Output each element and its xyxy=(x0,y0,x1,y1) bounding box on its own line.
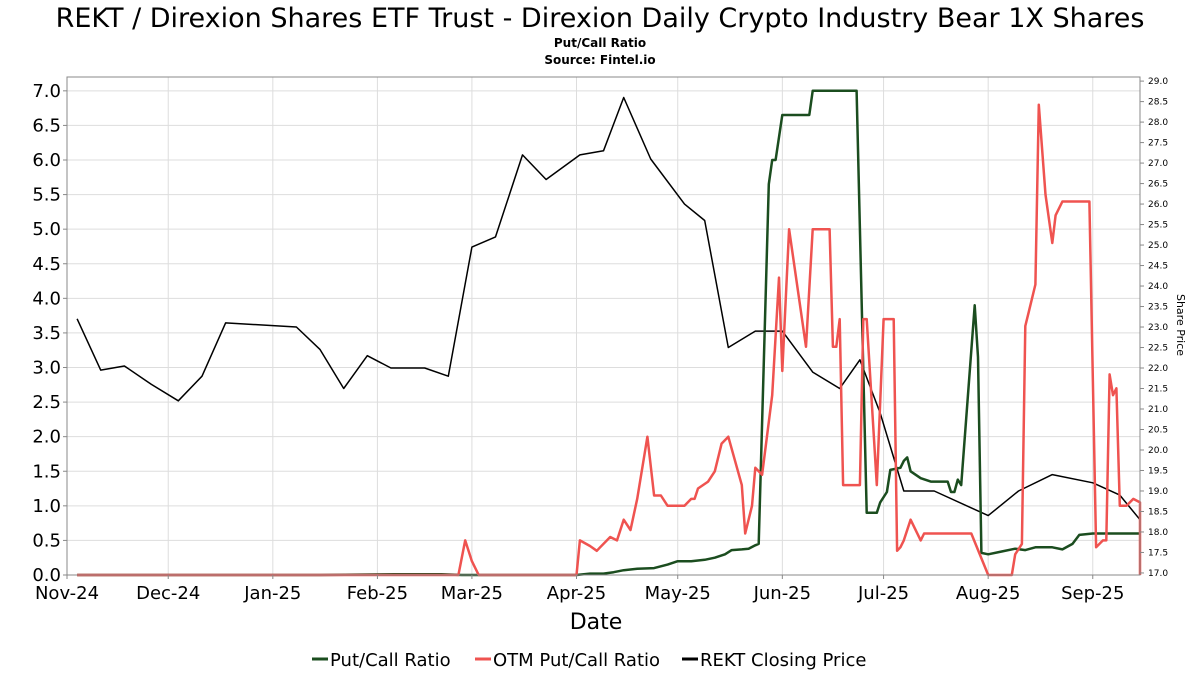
grid-lines xyxy=(66,77,1140,576)
y-tick-label-right: 22.0 xyxy=(1148,364,1168,374)
x-tick-label: Feb-25 xyxy=(347,583,408,604)
y-tick-label-right: 28.5 xyxy=(1148,98,1168,108)
x-tick-label: Dec-24 xyxy=(136,583,200,604)
series-line-rekt-closing-price xyxy=(76,96,1141,555)
y-tick-label-right: 29.0 xyxy=(1148,77,1168,87)
y-tick-label-right: 24.5 xyxy=(1148,262,1168,272)
y-tick-label-right: 17.0 xyxy=(1148,569,1168,579)
y-tick-label-right: 20.5 xyxy=(1148,425,1168,435)
x-tick-label: Nov-24 xyxy=(35,583,99,604)
y-tick-label-right: 26.0 xyxy=(1148,200,1168,210)
y-tick-label-left: 5.5 xyxy=(32,185,61,206)
y-tick-label-right: 23.5 xyxy=(1148,303,1168,313)
legend: Put/Call Ratio OTM Put/Call Ratio REKT Clo… xyxy=(312,650,866,671)
y-tick-label-left: 0.0 xyxy=(32,565,61,586)
y-tick-label-right: 25.5 xyxy=(1148,221,1168,231)
plot-frame xyxy=(66,76,1141,576)
y-tick-label-left: 5.0 xyxy=(32,219,61,240)
y-tick-label-left: 4.5 xyxy=(32,254,61,275)
x-axis-title: Date xyxy=(570,610,623,635)
y-tick-label-right: 18.0 xyxy=(1148,528,1168,538)
x-tick-label: Jul-25 xyxy=(857,583,909,604)
y-tick-label-right: 19.0 xyxy=(1148,487,1168,497)
chart-title: REKT / Direxion Shares ETF Trust - Direx… xyxy=(56,3,1145,34)
y-tick-label-right: 23.0 xyxy=(1148,323,1168,333)
y-tick-label-right: 25.0 xyxy=(1148,241,1168,251)
y-tick-label-left: 2.0 xyxy=(32,427,61,448)
y-tick-label-right: 19.5 xyxy=(1148,466,1168,476)
y-tick-label-right: 22.5 xyxy=(1148,344,1168,354)
y-tick-label-right: 17.5 xyxy=(1148,548,1168,558)
chart-subtitle: Put/Call Ratio xyxy=(554,36,646,50)
y-tick-label-left: 6.0 xyxy=(32,150,61,171)
y-tick-label-left: 4.0 xyxy=(32,288,61,309)
series-line-put-call-ratio xyxy=(77,89,1140,577)
legend-label: Put/Call Ratio xyxy=(330,650,451,671)
legend-label: REKT Closing Price xyxy=(700,650,866,671)
x-tick-label: Jan-25 xyxy=(243,583,301,604)
y-tick-label-left: 1.5 xyxy=(32,461,61,482)
left-y-axis: 0.0 0.5 1.0 1.5 2.0 2.5 3.0 3.5 4.0 4.5 5.0 5.5 6.0 6… xyxy=(32,81,67,586)
y-tick-label-right: 20.0 xyxy=(1148,446,1168,456)
y-tick-label-right: 18.5 xyxy=(1148,507,1168,517)
y-tick-label-right: 24.0 xyxy=(1148,282,1168,292)
y-tick-label-left: 0.5 xyxy=(32,530,61,551)
x-tick-label: Mar-25 xyxy=(441,583,503,604)
series-lines xyxy=(76,89,1142,577)
x-tick-label: Apr-25 xyxy=(547,583,606,604)
y-tick-label-left: 3.0 xyxy=(32,358,61,379)
y-tick-label-left: 3.5 xyxy=(32,323,61,344)
x-tick-label: Aug-25 xyxy=(956,583,1021,604)
right-y-axis: 17.0 17.5 18.0 18.5 19.0 19.5 20.0 20.5 21.0 21.5… xyxy=(1140,77,1168,579)
y-tick-label-right: 27.5 xyxy=(1148,139,1168,149)
y-tick-label-left: 2.5 xyxy=(32,392,61,413)
y-tick-label-left: 1.0 xyxy=(32,496,61,517)
y-tick-label-left: 6.5 xyxy=(32,115,61,136)
y-tick-label-right: 26.5 xyxy=(1148,180,1168,190)
series-line-otm-put-call-ratio xyxy=(77,103,1142,577)
y-tick-label-right: 21.0 xyxy=(1148,405,1168,415)
y-tick-label-right: 27.0 xyxy=(1148,159,1168,169)
y-tick-label-right: 28.0 xyxy=(1148,118,1168,128)
chart-source: Source: Fintel.io xyxy=(544,53,655,67)
y-tick-label-left: 7.0 xyxy=(32,81,61,102)
x-tick-label: Sep-25 xyxy=(1061,583,1124,604)
x-tick-label: Jun-25 xyxy=(753,583,812,604)
y-tick-label-right: 21.5 xyxy=(1148,385,1168,395)
legend-label: OTM Put/Call Ratio xyxy=(493,650,660,671)
x-axis: Nov-24 Dec-24 Jan-25 Feb-25 Mar-25 Apr-25 May-… xyxy=(35,575,1124,604)
x-tick-label: May-25 xyxy=(645,583,711,604)
right-y-axis-title: Share Price xyxy=(1174,294,1187,356)
